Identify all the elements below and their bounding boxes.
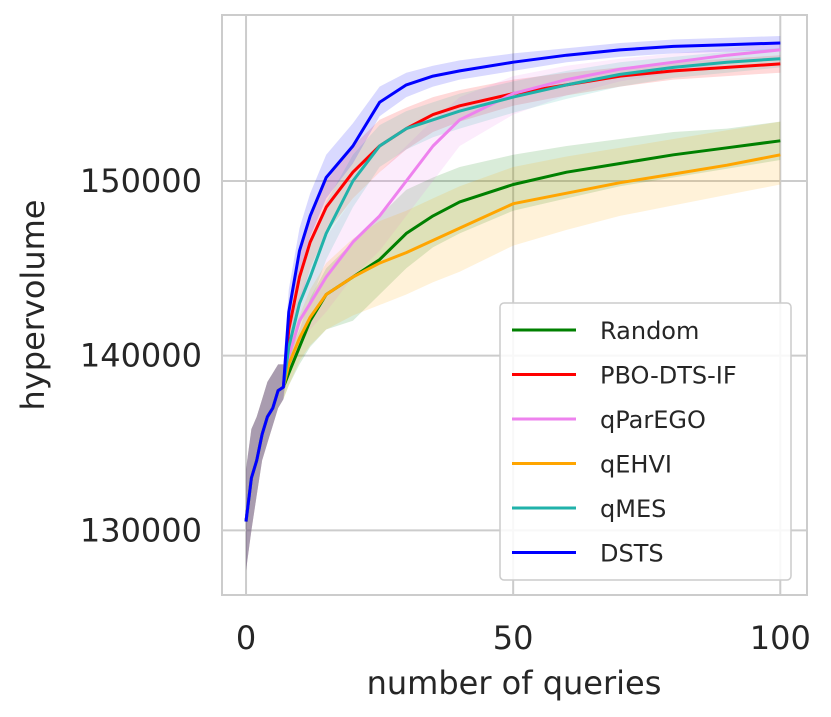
- y-tick-label: 130000: [80, 511, 202, 549]
- x-tick-labels: 0 50 100: [236, 619, 811, 657]
- legend-label: Random: [600, 317, 699, 345]
- legend-label: DSTS: [600, 540, 664, 568]
- legend-label: qEHVI: [600, 451, 672, 479]
- plot-frame: [221, 14, 808, 596]
- y-axis-title: hypervolume: [14, 200, 52, 411]
- legend-label: qParEGO: [600, 406, 706, 434]
- x-tick-label: 50: [493, 619, 534, 657]
- y-tick-label: 140000: [80, 337, 202, 375]
- y-tick-labels: 130000 140000 150000: [80, 162, 202, 549]
- confidence-bands: [246, 36, 781, 571]
- series-lines: [244, 41, 781, 522]
- line-dsts: [244, 41, 781, 522]
- band-qparego: [246, 43, 781, 571]
- band-random: [246, 121, 781, 571]
- x-axis-title: number of queries: [367, 664, 662, 702]
- x-tick-label: 0: [236, 619, 256, 657]
- legend-label: qMES: [600, 495, 666, 523]
- legend-label: PBO-DTS-IF: [600, 362, 737, 390]
- x-tick-label: 100: [750, 619, 811, 657]
- legend: Random PBO-DTS-IF qParEGO qEHVI qMES DSTS: [499, 302, 792, 581]
- legend-box: [499, 302, 792, 581]
- y-tick-label: 150000: [80, 162, 202, 200]
- band-qehvi: [246, 121, 781, 571]
